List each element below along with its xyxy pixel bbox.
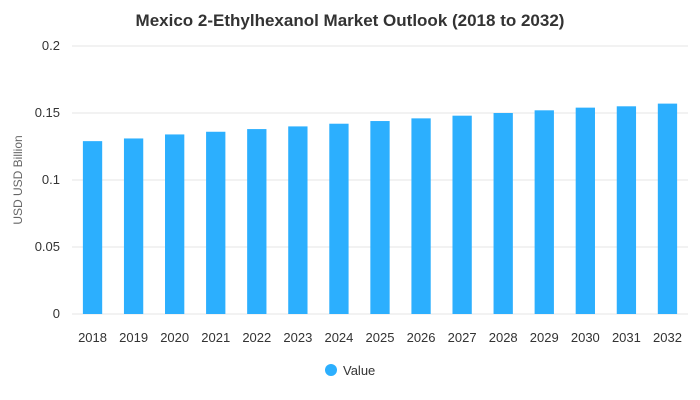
x-tick-label: 2022 [242,330,271,345]
y-tick-label: 0.1 [42,172,60,187]
x-axis-ticks: 2018 2019 2020 2021 2022 2023 2024 2025 2026 2027… [78,330,682,345]
x-tick-label: 2019 [119,330,148,345]
x-tick-label: 2032 [653,330,682,345]
y-tick-label: 0.05 [35,239,60,254]
bar-2020[interactable] [165,134,185,314]
x-tick-label: 2023 [283,330,312,345]
chart-title: Mexico 2-Ethylhexanol Market Outlook (20… [136,11,565,30]
bar-2029[interactable] [534,110,554,314]
x-tick-label: 2018 [78,330,107,345]
x-tick-label: 2024 [324,330,353,345]
bar-2018[interactable] [82,141,103,314]
bar-2027[interactable] [452,115,472,315]
bar-2031[interactable] [616,106,637,314]
x-tick-label: 2030 [571,330,600,345]
bar-2032[interactable] [657,103,678,315]
legend-label-value: Value [343,363,375,378]
x-tick-label: 2027 [448,330,477,345]
bar-2023[interactable] [288,126,308,315]
x-tick-label: 2031 [612,330,641,345]
bar-2019[interactable] [123,138,144,314]
x-tick-label: 2026 [407,330,436,345]
x-tick-label: 2020 [160,330,189,345]
x-tick-label: 2025 [366,330,395,345]
y-axis-ticks: 0 0.05 0.1 0.15 0.2 [35,38,60,321]
bar-2022[interactable] [247,129,267,314]
bar-2025[interactable] [370,121,390,314]
bar-2021[interactable] [206,131,226,314]
bar-2024[interactable] [329,123,349,314]
x-tick-label: 2028 [489,330,518,345]
bar-2028[interactable] [493,113,513,314]
bars [82,103,678,315]
y-axis-title: USD USD Billion [11,135,25,224]
x-tick-label: 2029 [530,330,559,345]
bar-2026[interactable] [411,118,431,314]
y-tick-label: 0.15 [35,105,60,120]
bar-2030[interactable] [575,107,595,314]
x-tick-label: 2021 [201,330,230,345]
y-tick-label: 0.2 [42,38,60,53]
legend[interactable]: Value [325,363,375,378]
legend-marker-value [325,364,337,376]
y-tick-label: 0 [53,306,60,321]
